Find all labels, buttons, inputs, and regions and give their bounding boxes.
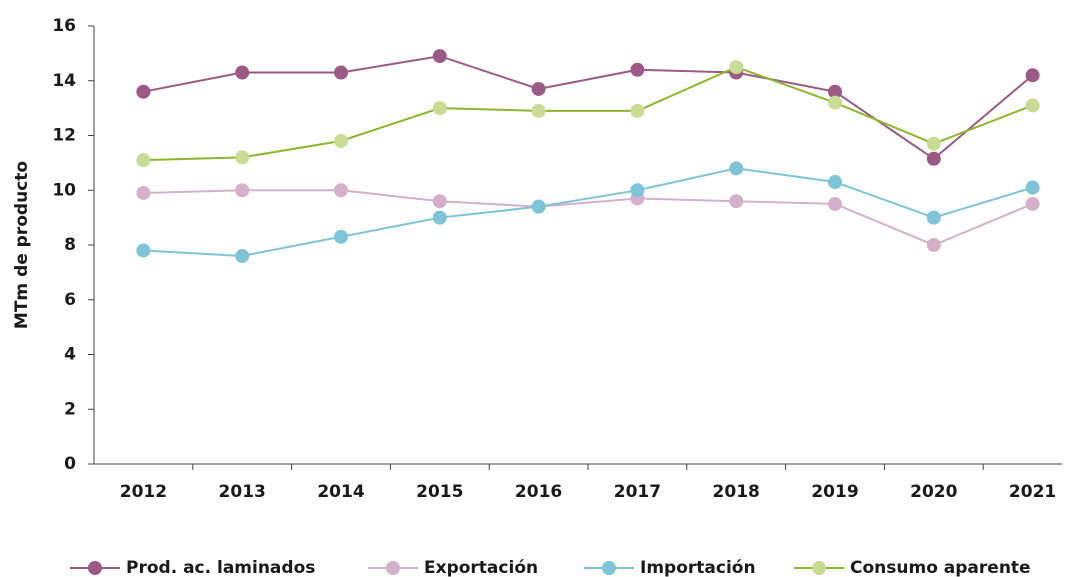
y-tick-label: 2 xyxy=(64,399,76,419)
x-tick-label: 2017 xyxy=(614,482,661,502)
data-point xyxy=(926,151,941,166)
data-point xyxy=(334,133,348,148)
x-tick-label: 2019 xyxy=(811,482,858,502)
data-point xyxy=(828,175,842,190)
y-tick-label: 14 xyxy=(52,71,76,91)
data-point xyxy=(729,161,744,176)
data-point xyxy=(729,60,744,75)
data-point xyxy=(1025,68,1040,83)
data-point xyxy=(136,243,151,258)
x-tick-label: 2016 xyxy=(515,482,562,502)
data-point xyxy=(235,65,250,80)
data-point xyxy=(630,62,645,77)
x-tick-label: 2012 xyxy=(120,482,167,502)
data-point xyxy=(531,199,546,214)
x-tick-label: 2013 xyxy=(219,482,266,502)
data-point xyxy=(136,153,151,168)
x-tick-label: 2015 xyxy=(416,482,463,502)
data-point xyxy=(432,194,447,209)
data-point xyxy=(531,103,546,118)
data-point xyxy=(235,150,250,165)
legend-label: Consumo aparente xyxy=(850,558,1031,577)
data-point xyxy=(334,65,348,80)
legend-marker xyxy=(812,561,826,575)
y-axis-label: MTm de producto xyxy=(12,161,32,329)
data-point xyxy=(334,229,348,244)
y-tick-label: 12 xyxy=(52,126,76,146)
x-tick-label: 2014 xyxy=(317,482,364,502)
legend-label: Prod. ac. laminados xyxy=(126,558,315,577)
data-point xyxy=(531,81,546,96)
data-point xyxy=(630,103,645,118)
data-point xyxy=(729,194,744,209)
y-tick-label: 8 xyxy=(64,235,76,255)
legend-marker xyxy=(386,561,400,575)
series-line xyxy=(143,167,1033,257)
data-point xyxy=(136,84,151,99)
series-line xyxy=(143,65,1033,162)
data-point xyxy=(432,49,447,64)
x-tick-label: 2018 xyxy=(713,482,760,502)
data-point xyxy=(926,136,941,151)
x-tick-label: 2021 xyxy=(1009,482,1056,502)
data-point xyxy=(1025,98,1040,113)
data-point xyxy=(334,183,348,198)
y-tick-label: 0 xyxy=(64,454,76,474)
data-point xyxy=(828,95,842,110)
legend-label: Exportación xyxy=(424,558,538,577)
y-tick-label: 4 xyxy=(64,345,76,365)
legend-marker xyxy=(88,561,102,575)
data-point xyxy=(828,196,842,211)
legend-label: Importación xyxy=(640,558,756,577)
data-point xyxy=(235,248,250,263)
data-point xyxy=(1025,180,1040,195)
data-point xyxy=(926,238,941,252)
data-point xyxy=(432,101,447,116)
y-tick-label: 6 xyxy=(64,290,76,310)
data-point xyxy=(235,183,250,198)
data-point xyxy=(136,185,151,200)
y-tick-label: 16 xyxy=(52,16,76,36)
data-point xyxy=(828,84,842,99)
data-point xyxy=(926,210,941,225)
series-line xyxy=(143,55,1034,161)
data-point xyxy=(1025,196,1040,211)
legend-marker xyxy=(602,561,616,575)
data-point xyxy=(432,210,447,225)
y-tick-label: 10 xyxy=(52,180,76,200)
series-line xyxy=(143,189,1033,247)
data-point xyxy=(630,183,645,198)
x-tick-label: 2020 xyxy=(910,482,957,502)
